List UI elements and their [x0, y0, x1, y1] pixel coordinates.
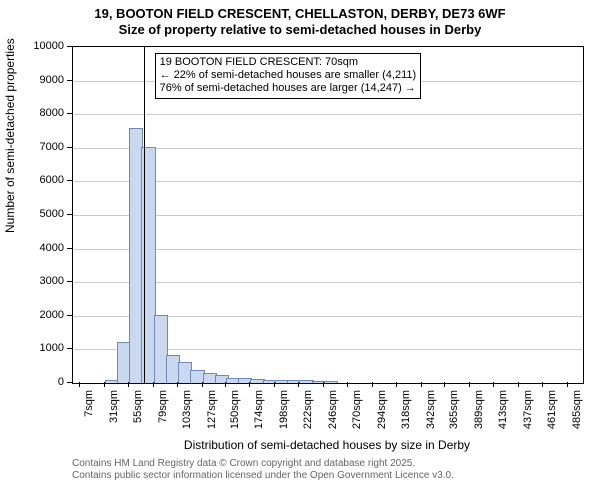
y-tick-label: 7000 [14, 141, 64, 153]
x-tick-label: 7sqm [83, 390, 95, 490]
y-tick-label: 1000 [14, 342, 64, 354]
y-tick [67, 248, 72, 249]
annotation-box: 19 BOOTON FIELD CRESCENT: 70sqm← 22% of … [155, 53, 422, 99]
y-tick [67, 80, 72, 81]
x-tick-label: 389sqm [473, 390, 485, 490]
title-line-1: 19, BOOTON FIELD CRESCENT, CHELLASTON, D… [0, 6, 600, 22]
x-tick [202, 382, 203, 387]
x-tick [493, 382, 494, 387]
y-tick-label: 0 [14, 376, 64, 388]
y-tick-label: 3000 [14, 275, 64, 287]
x-tick [249, 382, 250, 387]
x-tick-label: 31sqm [108, 390, 120, 490]
x-tick-label: 222sqm [302, 390, 314, 490]
x-tick-label: 437sqm [522, 390, 534, 490]
y-tick [67, 113, 72, 114]
annotation-line: 76% of semi-detached houses are larger (… [160, 82, 417, 95]
y-tick [67, 147, 72, 148]
x-tick [396, 382, 397, 387]
histogram-bar [324, 381, 338, 383]
x-tick-label: 413sqm [497, 390, 509, 490]
x-tick-label: 294sqm [376, 390, 388, 490]
x-tick-label: 198sqm [278, 390, 290, 490]
chart-container: 19, BOOTON FIELD CRESCENT, CHELLASTON, D… [0, 0, 600, 500]
y-tick [67, 214, 72, 215]
x-tick-label: 461sqm [546, 390, 558, 490]
x-tick-label: 318sqm [400, 390, 412, 490]
x-tick [518, 382, 519, 387]
x-tick-label: 246sqm [327, 390, 339, 490]
y-tick [67, 348, 72, 349]
x-tick [298, 382, 299, 387]
annotation-line: 19 BOOTON FIELD CRESCENT: 70sqm [160, 56, 417, 69]
x-tick [347, 382, 348, 387]
y-tick [67, 46, 72, 47]
x-tick-label: 342sqm [425, 390, 437, 490]
y-tick [67, 315, 72, 316]
annotation-line: ← 22% of semi-detached houses are smalle… [160, 69, 417, 82]
chart-title: 19, BOOTON FIELD CRESCENT, CHELLASTON, D… [0, 0, 600, 39]
y-tick-label: 2000 [14, 309, 64, 321]
y-tick-label: 4000 [14, 242, 64, 254]
x-tick-label: 127sqm [206, 390, 218, 490]
x-tick [372, 382, 373, 387]
y-tick [67, 180, 72, 181]
title-line-2: Size of property relative to semi-detach… [0, 22, 600, 38]
y-tick-label: 6000 [14, 174, 64, 186]
x-tick [469, 382, 470, 387]
plot-area: 19 BOOTON FIELD CRESCENT: 70sqm← 22% of … [72, 46, 584, 384]
x-tick [225, 382, 226, 387]
x-tick [128, 382, 129, 387]
x-tick [274, 382, 275, 387]
x-tick-label: 485sqm [571, 390, 583, 490]
x-tick [153, 382, 154, 387]
y-tick-label: 9000 [14, 74, 64, 86]
x-tick [323, 382, 324, 387]
y-tick-label: 10000 [14, 40, 64, 52]
x-tick [177, 382, 178, 387]
gridline [73, 114, 583, 115]
y-tick [67, 382, 72, 383]
y-tick [67, 281, 72, 282]
x-tick-label: 55sqm [132, 390, 144, 490]
x-tick [542, 382, 543, 387]
x-tick [79, 382, 80, 387]
x-tick-label: 270sqm [351, 390, 363, 490]
x-tick [421, 382, 422, 387]
x-tick-label: 79sqm [157, 390, 169, 490]
x-tick [444, 382, 445, 387]
x-tick-label: 150sqm [229, 390, 241, 490]
y-tick-label: 8000 [14, 107, 64, 119]
x-tick [567, 382, 568, 387]
x-tick-label: 174sqm [253, 390, 265, 490]
x-tick [104, 382, 105, 387]
reference-line [144, 47, 145, 383]
x-tick-label: 365sqm [448, 390, 460, 490]
y-tick-label: 5000 [14, 208, 64, 220]
x-tick-label: 103sqm [181, 390, 193, 490]
